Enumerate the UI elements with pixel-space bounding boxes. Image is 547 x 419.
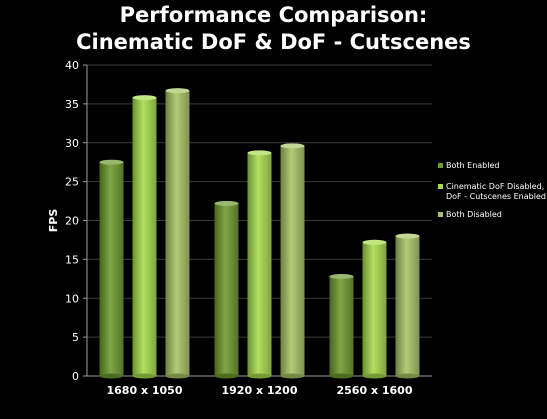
legend-item: Both Enabled	[438, 161, 499, 170]
legend-item: Both Disabled	[438, 210, 502, 219]
legend-item: Cinematic DoF Disabled,DoF - Cutscenes E…	[438, 182, 546, 201]
bar	[247, 150, 272, 379]
bar	[395, 233, 420, 379]
y-tick-label: 10	[65, 292, 79, 305]
bar-base	[99, 373, 124, 379]
bar-body	[247, 152, 272, 376]
bar-cap	[132, 95, 157, 101]
bar-body	[99, 162, 124, 376]
legend-label: Both Disabled	[446, 210, 502, 219]
legend-swatch	[438, 184, 443, 189]
bar	[362, 239, 387, 379]
bar-body	[280, 145, 305, 376]
y-tick-label: 5	[72, 331, 79, 344]
y-tick-label: 30	[65, 137, 79, 150]
bar-cap	[165, 88, 190, 94]
bar-base	[280, 373, 305, 379]
bar	[329, 273, 354, 379]
bar-base	[395, 373, 420, 379]
bar	[280, 143, 305, 379]
legend-label: DoF - Cutscenes Enabled	[446, 192, 546, 201]
labels: 1680 x 1050 1920 x 1200 2560 x 1600	[107, 384, 413, 397]
bar	[165, 88, 190, 379]
bar	[99, 159, 124, 379]
bar-base	[214, 373, 239, 379]
bar-body	[132, 97, 157, 376]
bar-cap	[395, 233, 420, 239]
bar	[214, 200, 239, 379]
bars	[99, 88, 420, 379]
bar-base	[247, 373, 272, 379]
y-tick-label: 40	[65, 59, 79, 72]
bar-cap	[99, 159, 124, 165]
legend-swatch	[438, 212, 443, 217]
x-tick-label: 2560 x 1600	[337, 384, 413, 397]
y-axis-label: FPS	[47, 209, 60, 233]
y-tick-label: 25	[65, 176, 79, 189]
bar-base	[329, 373, 354, 379]
bar-body	[329, 276, 354, 376]
legend-swatch	[438, 163, 443, 168]
bar-cap	[362, 239, 387, 245]
bar-cap	[247, 150, 272, 156]
bar-base	[362, 373, 387, 379]
chart-title: Performance Comparison: Cinematic DoF & …	[0, 2, 547, 56]
bar-body	[362, 242, 387, 376]
bar-body	[214, 203, 239, 376]
y-tick-label: 20	[65, 215, 79, 228]
chart-title-line-1: Performance Comparison:	[119, 3, 428, 27]
legend-label: Both Enabled	[446, 161, 499, 170]
x-tick-label: 1920 x 1200	[222, 384, 298, 397]
bar-body	[395, 236, 420, 376]
axes: 0 5 10 15 20 25 30 35 40 FPS	[47, 59, 432, 383]
bar-base	[132, 373, 157, 379]
y-tick-label: 35	[65, 98, 79, 111]
bar-base	[165, 373, 190, 379]
chart-title-line-2: Cinematic DoF & DoF - Cutscenes	[76, 30, 471, 54]
y-tick-label: 0	[72, 370, 79, 383]
bar-cap	[214, 200, 239, 206]
bar-cap	[280, 143, 305, 149]
bar-cap	[329, 273, 354, 279]
bar	[132, 95, 157, 379]
legend-label: Cinematic DoF Disabled,	[446, 182, 544, 191]
y-tick-label: 15	[65, 253, 79, 266]
legend: Both Enabled Cinematic DoF Disabled,DoF -…	[438, 161, 546, 219]
bar-body	[165, 90, 190, 376]
x-tick-label: 1680 x 1050	[107, 384, 183, 397]
